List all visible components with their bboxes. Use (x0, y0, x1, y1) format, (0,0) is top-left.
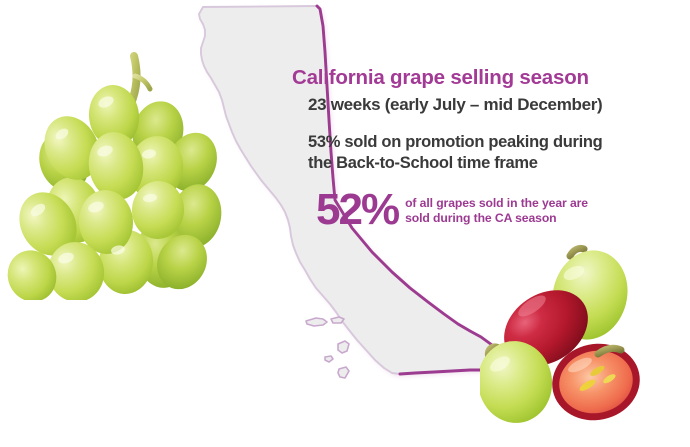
season-duration-row: 23 weeks (early July – mid December) (292, 95, 642, 115)
season-share-caption-line-2: sold during the CA season (405, 211, 557, 226)
season-share-row: 52% of all grapes sold in the year are s… (292, 185, 642, 235)
season-duration-text: 23 weeks (early July – mid December) (308, 94, 603, 114)
text-block: California grape selling season 23 weeks… (292, 66, 642, 235)
california-coastline-outline (198, 5, 401, 375)
promotion-row: 53% sold on promotion peaking during the… (292, 132, 642, 175)
channel-islands (305, 316, 350, 379)
california-state-shape (199, 6, 503, 374)
season-share-caption-line-1: of all grapes sold in the year are (405, 195, 588, 210)
season-share-value: 52% (316, 185, 400, 235)
promotion-line-1: 53% sold on promotion peaking during (308, 132, 603, 151)
page-title: California grape selling season (292, 66, 589, 89)
california-east-border (315, 4, 505, 368)
season-share-caption: of all grapes sold in the year are sold … (405, 196, 588, 227)
promotion-line-2: the Back-to-School time frame (308, 154, 538, 172)
